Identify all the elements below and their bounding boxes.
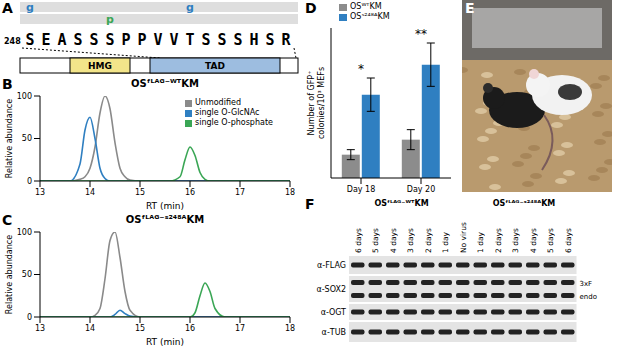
html-text:B: B	[2, 76, 13, 92]
svg-text:P: P	[137, 31, 146, 49]
svg-text:6 days: 6 days	[354, 228, 363, 253]
svg-text:1 day: 1 day	[441, 231, 450, 253]
html-text:A: A	[2, 0, 13, 16]
svg-text:**: **	[415, 27, 427, 41]
svg-text:E: E	[41, 31, 50, 49]
svg-text:S: S	[233, 31, 242, 49]
svg-text:Day 18: Day 18	[347, 185, 376, 194]
svg-text:V: V	[169, 31, 178, 49]
svg-text:15: 15	[135, 188, 145, 197]
svg-text:S: S	[73, 31, 82, 49]
svg-text:13: 13	[35, 324, 45, 333]
svg-text:α-OGT: α-OGT	[321, 308, 346, 317]
svg-text:16: 16	[185, 324, 195, 333]
svg-text:5 days: 5 days	[546, 228, 555, 253]
svg-text:15: 15	[135, 324, 145, 333]
svg-text:p: p	[106, 13, 114, 26]
svg-text:TAD: TAD	[205, 61, 225, 71]
svg-text:18: 18	[285, 324, 295, 333]
html-text:OSᶠᴸᴬᴳ⁻ˢ²⁴⁸ᴬKM: OSᶠᴸᴬᴳ⁻ˢ²⁴⁸ᴬKM	[125, 214, 205, 225]
svg-text:2 days: 2 days	[424, 228, 433, 253]
svg-text:17: 17	[235, 324, 245, 333]
svg-text:g: g	[186, 1, 194, 14]
svg-text:14: 14	[85, 188, 95, 197]
svg-text:S: S	[201, 31, 210, 49]
html-text:OSᶠᴸᴬᴳ⁻ᵂᵀKM: OSᶠᴸᴬᴳ⁻ᵂᵀKM	[131, 78, 199, 89]
svg-text:100: 100	[17, 228, 32, 237]
svg-text:endo: endo	[580, 293, 597, 301]
svg-text:14: 14	[85, 324, 95, 333]
svg-text:0: 0	[27, 313, 32, 322]
html-text:F: F	[305, 196, 315, 212]
svg-text:A: A	[57, 31, 66, 49]
svg-text:HMG: HMG	[88, 61, 112, 71]
svg-text:0: 0	[27, 177, 32, 186]
svg-text:g: g	[26, 1, 34, 14]
svg-text:α-SOX2: α-SOX2	[316, 285, 346, 294]
html-text:OSᵂᵀKM: OSᵂᵀKM	[350, 2, 382, 11]
svg-text:RT (min): RT (min)	[146, 337, 184, 347]
svg-text:16: 16	[185, 188, 195, 197]
html-text:E: E	[465, 0, 475, 16]
svg-text:18: 18	[285, 188, 295, 197]
svg-text:No virus: No virus	[459, 222, 468, 253]
svg-text:Number of GFP⁺colonies/10³ MEF: Number of GFP⁺colonies/10³ MEFs	[307, 67, 326, 139]
html-text:Unmodified: Unmodified	[195, 98, 241, 107]
svg-text:1 day: 1 day	[476, 231, 485, 253]
html-text:single O-GlcNAc: single O-GlcNAc	[195, 108, 260, 117]
svg-text:Day 20: Day 20	[407, 185, 436, 194]
svg-text:H: H	[249, 31, 258, 49]
html-text:single O-phosphate: single O-phosphate	[195, 118, 273, 127]
svg-text:50: 50	[22, 134, 32, 143]
svg-text:S: S	[25, 31, 34, 49]
svg-text:13: 13	[35, 188, 45, 197]
svg-text:OSᶠᴸᴬᴳ⁻ˢ²⁴⁸ᴬKM: OSᶠᴸᴬᴳ⁻ˢ²⁴⁸ᴬKM	[493, 199, 556, 208]
svg-text:3 days: 3 days	[511, 228, 520, 253]
svg-text:S: S	[265, 31, 274, 49]
html-text:D: D	[305, 0, 317, 16]
svg-text:3xF: 3xF	[580, 280, 593, 288]
svg-text:S: S	[89, 31, 98, 49]
svg-text:50: 50	[22, 270, 32, 279]
svg-text:OSᶠᴸᴬᴳ⁻ᵂᵀKM: OSᶠᴸᴬᴳ⁻ᵂᵀKM	[374, 199, 428, 208]
html-text:C: C	[2, 212, 13, 228]
svg-text:248: 248	[4, 37, 21, 46]
svg-text:P: P	[121, 31, 130, 49]
svg-text:α-FLAG: α-FLAG	[317, 261, 346, 270]
svg-text:*: *	[358, 62, 364, 76]
svg-text:2 days: 2 days	[494, 228, 503, 253]
svg-text:R: R	[281, 31, 291, 49]
svg-text:17: 17	[235, 188, 245, 197]
svg-text:S: S	[217, 31, 226, 49]
svg-text:V: V	[153, 31, 162, 49]
svg-text:3 days: 3 days	[406, 228, 415, 253]
svg-text:4 days: 4 days	[529, 228, 538, 253]
svg-text:100: 100	[17, 92, 32, 101]
svg-text:4 days: 4 days	[389, 228, 398, 253]
svg-text:RT (min): RT (min)	[146, 201, 184, 211]
html-text:OSˢ²⁴⁸ᴬKM: OSˢ²⁴⁸ᴬKM	[350, 12, 390, 21]
svg-text:Relative abundance: Relative abundance	[5, 235, 14, 314]
svg-text:T: T	[185, 31, 194, 49]
svg-text:5 days: 5 days	[371, 228, 380, 253]
svg-text:6 days: 6 days	[564, 228, 573, 253]
svg-text:Relative abundance: Relative abundance	[5, 99, 14, 178]
svg-text:S: S	[105, 31, 114, 49]
svg-text:α-TUB: α-TUB	[322, 328, 346, 337]
